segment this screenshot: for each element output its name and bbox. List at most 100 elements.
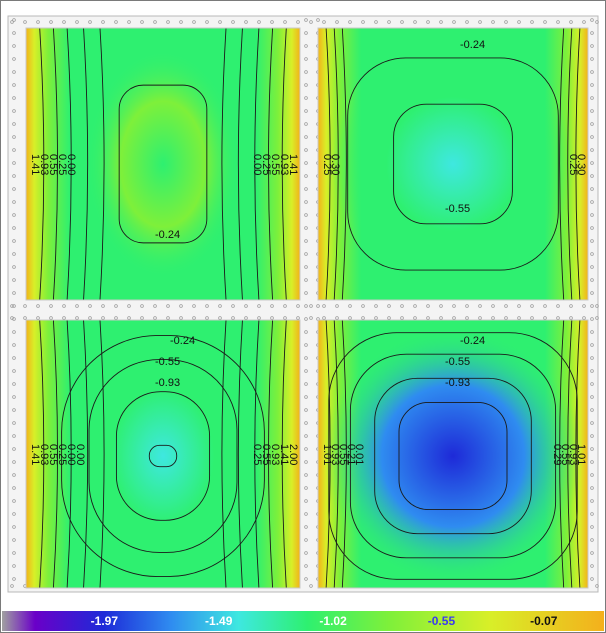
contour-label: 1.41 bbox=[29, 444, 41, 465]
mesh-node bbox=[304, 408, 308, 412]
contour-label: 0.25 bbox=[567, 154, 579, 175]
mesh-node bbox=[590, 538, 594, 542]
contour-line bbox=[281, 320, 287, 588]
contour-label: 0.25 bbox=[260, 154, 272, 175]
mesh-node bbox=[153, 316, 157, 320]
mesh-node bbox=[257, 316, 261, 320]
contour-label: -0.55 bbox=[445, 203, 470, 215]
mesh-node bbox=[590, 252, 594, 256]
contour-line bbox=[374, 377, 532, 535]
mesh-node bbox=[12, 18, 16, 22]
mesh-node bbox=[205, 316, 209, 320]
mesh-node bbox=[12, 200, 16, 204]
mesh-node bbox=[517, 20, 521, 24]
contour-label: 1.41 bbox=[287, 154, 299, 175]
mesh-node bbox=[590, 317, 594, 321]
mesh-node bbox=[582, 304, 586, 308]
contour-labels: -0.24-0.550.250.30 0.250.30 bbox=[321, 39, 587, 215]
mesh-node bbox=[304, 148, 308, 152]
mesh-node bbox=[12, 382, 16, 386]
mesh-node bbox=[75, 304, 79, 308]
mesh-node bbox=[127, 316, 131, 320]
mesh-node bbox=[335, 316, 339, 320]
mesh-node bbox=[543, 304, 547, 308]
mesh-node bbox=[387, 304, 391, 308]
mesh-node bbox=[309, 316, 313, 320]
mesh-node bbox=[590, 564, 594, 568]
mesh-node bbox=[590, 499, 594, 503]
mesh-node bbox=[304, 213, 308, 217]
mesh-node bbox=[140, 20, 144, 24]
mesh-node bbox=[304, 83, 308, 87]
contour-line bbox=[268, 28, 274, 300]
mesh-node bbox=[590, 213, 594, 217]
mesh-node bbox=[304, 564, 308, 568]
mesh-node bbox=[12, 525, 16, 529]
mesh-node bbox=[12, 551, 16, 555]
contour-label: 0.55 bbox=[269, 154, 281, 175]
mesh-node bbox=[304, 252, 308, 256]
mesh-node bbox=[218, 316, 222, 320]
contour-labels: -0.24-0.55-0.931.010.930.550.210.01 0.290… bbox=[321, 335, 587, 465]
mesh-node bbox=[304, 187, 308, 191]
mesh-node bbox=[12, 187, 16, 191]
mesh-node bbox=[304, 577, 308, 581]
mesh-node bbox=[12, 265, 16, 269]
contour-label: -0.24 bbox=[460, 335, 485, 347]
mesh-node bbox=[595, 584, 599, 588]
contour-line bbox=[66, 320, 72, 588]
contour-line bbox=[61, 334, 265, 578]
mesh-node bbox=[304, 486, 308, 490]
mesh-node bbox=[413, 20, 417, 24]
mesh-node bbox=[556, 316, 560, 320]
mesh-node bbox=[374, 304, 378, 308]
mesh-node bbox=[304, 31, 308, 35]
mesh-node bbox=[304, 369, 308, 373]
contour-label: 0.25 bbox=[56, 154, 68, 175]
mesh-node bbox=[23, 316, 27, 320]
mesh-node bbox=[400, 316, 404, 320]
mesh-node bbox=[590, 187, 594, 191]
mesh-node bbox=[452, 20, 456, 24]
mesh-node bbox=[257, 20, 261, 24]
mesh-node bbox=[491, 304, 495, 308]
mesh-node bbox=[348, 316, 352, 320]
contour-line bbox=[333, 28, 339, 300]
contour-label: 0.55 bbox=[337, 444, 349, 465]
mesh-node bbox=[590, 265, 594, 269]
contour-label: 0.25 bbox=[251, 444, 263, 465]
contour-label: 0.93 bbox=[38, 154, 50, 175]
mesh-node bbox=[12, 473, 16, 477]
contour-line bbox=[88, 359, 238, 553]
contour-label: 0.29 bbox=[551, 444, 563, 465]
mesh-node bbox=[12, 122, 16, 126]
contour-label: 0.01 bbox=[353, 444, 365, 465]
mesh-node bbox=[590, 291, 594, 295]
contour-line bbox=[221, 28, 227, 300]
contour-label: -0.93 bbox=[155, 377, 180, 389]
mesh-node bbox=[304, 239, 308, 243]
mesh-node bbox=[590, 174, 594, 178]
mesh-node bbox=[166, 304, 170, 308]
contour-line bbox=[567, 28, 573, 300]
mesh-node bbox=[304, 317, 308, 321]
contour-line bbox=[341, 320, 347, 588]
mesh-node bbox=[49, 304, 53, 308]
colorbar-tick-label: -1.02 bbox=[319, 614, 347, 628]
mesh-node bbox=[590, 135, 594, 139]
contour-line bbox=[254, 28, 260, 300]
mesh-node bbox=[304, 226, 308, 230]
mesh-node bbox=[316, 304, 320, 308]
mesh-node bbox=[304, 434, 308, 438]
contour-label: 1.01 bbox=[321, 444, 333, 465]
mesh-node bbox=[304, 395, 308, 399]
mesh-node bbox=[361, 316, 365, 320]
mesh-node bbox=[543, 20, 547, 24]
contour-line bbox=[148, 444, 178, 468]
mesh-node bbox=[517, 304, 521, 308]
mesh-node bbox=[304, 109, 308, 113]
mesh-node bbox=[590, 57, 594, 61]
contour-label: 0.00 bbox=[65, 154, 77, 175]
mesh-node bbox=[348, 304, 352, 308]
mesh-node bbox=[590, 473, 594, 477]
